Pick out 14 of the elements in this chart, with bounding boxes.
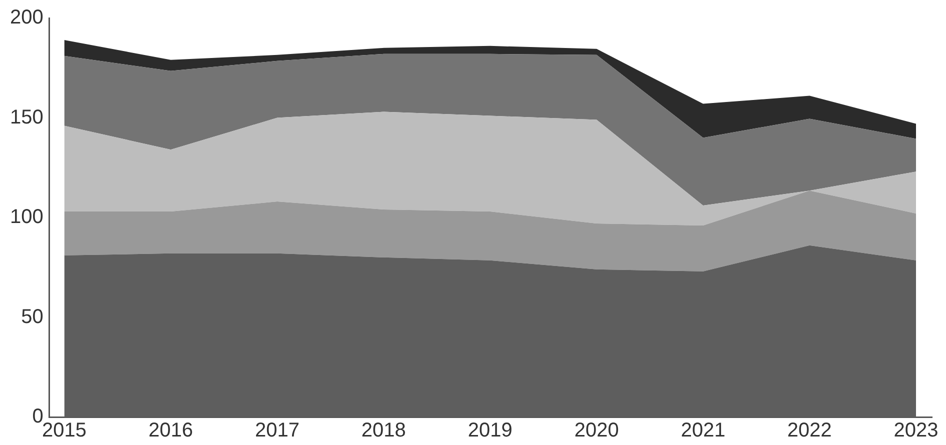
y-tick-label: 100 [10, 206, 44, 228]
x-tick-label: 2015 [42, 420, 87, 442]
x-tick-label: 2022 [787, 420, 832, 442]
y-tick-label: 50 [21, 306, 44, 328]
y-tick-label: 200 [10, 6, 44, 29]
x-tick-label: 2018 [361, 420, 406, 442]
x-tick-label: 2023 [894, 420, 938, 442]
x-tick-label: 2017 [254, 420, 300, 442]
y-tick-label: 150 [10, 106, 44, 128]
x-tick-label: 2016 [148, 420, 193, 442]
x-tick-label: 2021 [680, 420, 726, 442]
y-tick-label: 0 [32, 406, 44, 428]
x-tick-label: 2019 [468, 420, 512, 442]
x-tick-label: 2020 [574, 420, 619, 442]
